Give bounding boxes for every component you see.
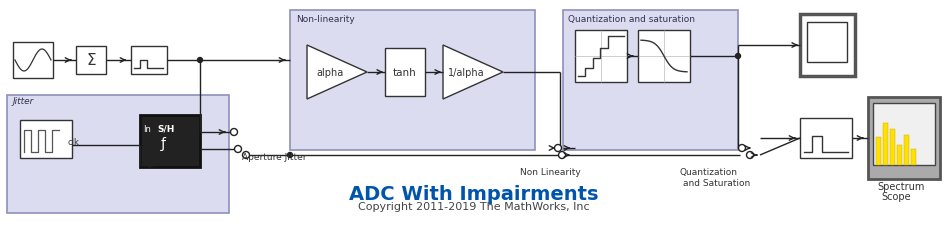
Bar: [868, 97, 940, 179]
Bar: [575, 30, 627, 82]
Circle shape: [243, 152, 250, 158]
Text: ƒ: ƒ: [160, 137, 165, 151]
Text: In: In: [143, 125, 151, 134]
Bar: [800, 118, 852, 158]
Text: Non-linearity: Non-linearity: [296, 15, 355, 24]
Bar: [638, 30, 690, 82]
Bar: [800, 14, 855, 76]
Text: and Saturation: and Saturation: [683, 179, 751, 188]
Bar: [140, 115, 200, 167]
Polygon shape: [443, 45, 503, 99]
Circle shape: [231, 128, 237, 136]
Text: 1/alpha: 1/alpha: [448, 68, 484, 78]
Bar: [76, 46, 106, 74]
Circle shape: [735, 54, 740, 58]
Text: S/H: S/H: [157, 125, 175, 134]
Circle shape: [197, 57, 202, 63]
Bar: [904, 135, 909, 165]
Bar: [890, 129, 895, 165]
Circle shape: [288, 153, 292, 158]
Bar: [131, 46, 167, 74]
Bar: [911, 149, 916, 165]
Bar: [563, 10, 738, 150]
Bar: [290, 10, 535, 150]
Text: Quantization: Quantization: [680, 168, 738, 177]
Bar: [20, 120, 72, 158]
Bar: [807, 22, 847, 62]
Text: clk: clk: [68, 138, 80, 147]
Circle shape: [554, 144, 562, 152]
Bar: [897, 145, 902, 165]
Text: $\Sigma$: $\Sigma$: [85, 52, 96, 68]
Bar: [873, 103, 935, 165]
Bar: [7, 95, 229, 213]
Text: Quantization and saturation: Quantization and saturation: [568, 15, 695, 24]
Text: Copyright 2011-2019 The MathWorks, Inc: Copyright 2011-2019 The MathWorks, Inc: [358, 202, 590, 212]
Bar: [883, 123, 888, 165]
Polygon shape: [307, 45, 367, 99]
Text: tanh: tanh: [393, 68, 417, 78]
Text: Jitter: Jitter: [12, 97, 33, 106]
Text: ADC With Impairments: ADC With Impairments: [349, 185, 599, 204]
Bar: [876, 137, 881, 165]
Circle shape: [559, 152, 566, 158]
Circle shape: [738, 144, 746, 152]
Text: Aperture Jitter: Aperture Jitter: [242, 153, 307, 162]
Bar: [385, 48, 425, 96]
Bar: [13, 42, 53, 78]
Text: Spectrum: Spectrum: [877, 182, 924, 192]
Text: alpha: alpha: [316, 68, 344, 78]
Text: Non Linearity: Non Linearity: [520, 168, 581, 177]
Text: Scope: Scope: [881, 192, 911, 202]
Circle shape: [234, 145, 241, 153]
Circle shape: [747, 152, 754, 158]
